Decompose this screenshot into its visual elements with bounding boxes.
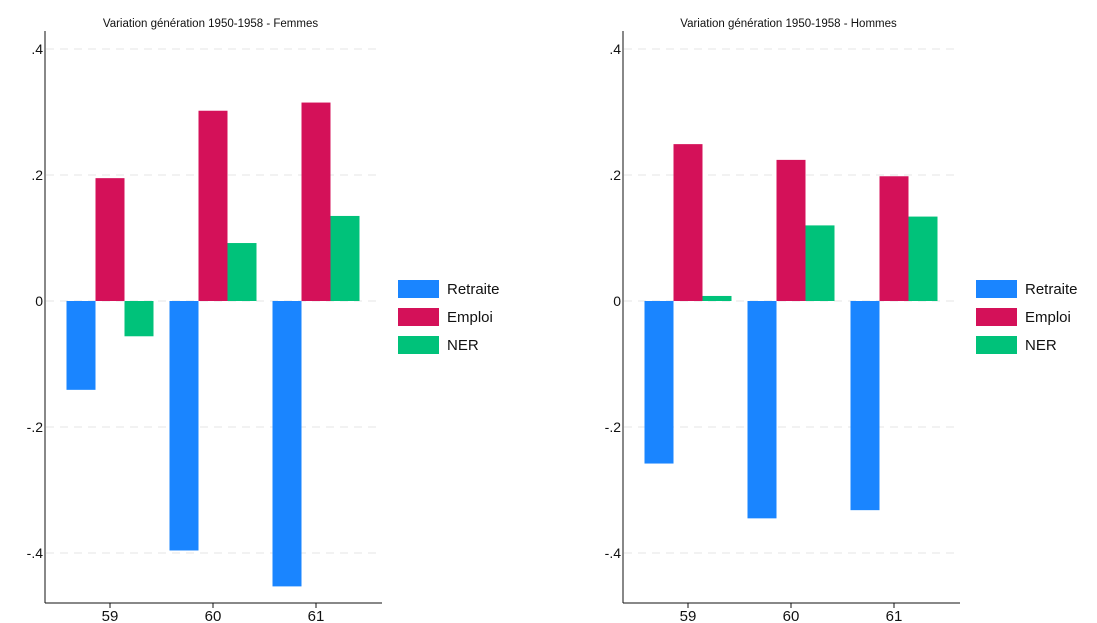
legend-label-retraite: Retraite [447,281,500,298]
x-tick-label: 59 [102,608,119,623]
legend: Retraite Emploi NER [976,280,1078,354]
x-tick-label: 61 [886,608,903,623]
x-tick-label: 61 [308,608,325,623]
legend-swatch-emploi [976,308,1017,326]
bar-retraite-61 [272,301,302,587]
legend-label-retraite: Retraite [1025,281,1078,298]
y-tick-label: .2 [609,167,621,183]
bar-ner-61 [330,215,360,301]
legend-label-ner: NER [447,337,479,354]
bar-ner-61 [908,216,938,301]
y-tick-label: -.4 [27,545,44,561]
bar-emploi-61 [879,176,909,301]
bar-retraite-60 [747,301,777,519]
legend-swatch-retraite [398,280,439,298]
bar-ner-60 [227,243,257,301]
x-tick-label: 60 [205,608,222,623]
bar-retraite-59 [644,301,674,464]
legend-label-emploi: Emploi [1025,309,1071,326]
bar-emploi-60 [776,159,806,301]
legend: Retraite Emploi NER [398,280,500,354]
y-tick-label: -.2 [27,419,44,435]
legend-swatch-ner [976,336,1017,354]
chart-panel-2: Variation génération 1950-1958 - Hommes.… [605,18,1078,623]
bar-emploi-60 [198,110,228,302]
chart-panel-1: Variation génération 1950-1958 - Femmes.… [27,18,500,623]
y-tick-label: .4 [609,41,621,57]
legend-swatch-retraite [976,280,1017,298]
y-tick-label: 0 [35,293,43,309]
legend-label-emploi: Emploi [447,309,493,326]
x-tick-label: 60 [783,608,800,623]
y-tick-label: 0 [613,293,621,309]
bar-retraite-59 [66,301,96,390]
legend-label-ner: NER [1025,337,1057,354]
legend-swatch-emploi [398,308,439,326]
y-tick-label: .4 [31,41,43,57]
bar-retraite-60 [169,301,199,551]
chart-title: Variation génération 1950-1958 - Femmes [103,18,318,30]
bar-emploi-61 [301,102,331,301]
y-tick-label: .2 [31,167,43,183]
x-tick-label: 59 [680,608,697,623]
bar-ner-59 [702,295,732,301]
bar-emploi-59 [95,178,125,301]
chart-title: Variation génération 1950-1958 - Hommes [680,18,897,30]
y-tick-label: -.4 [605,545,622,561]
bar-retraite-61 [850,301,880,511]
bar-emploi-59 [673,144,703,301]
bar-ner-59 [124,301,154,337]
bar-ner-60 [805,225,835,301]
y-tick-label: -.2 [605,419,622,435]
legend-swatch-ner [398,336,439,354]
